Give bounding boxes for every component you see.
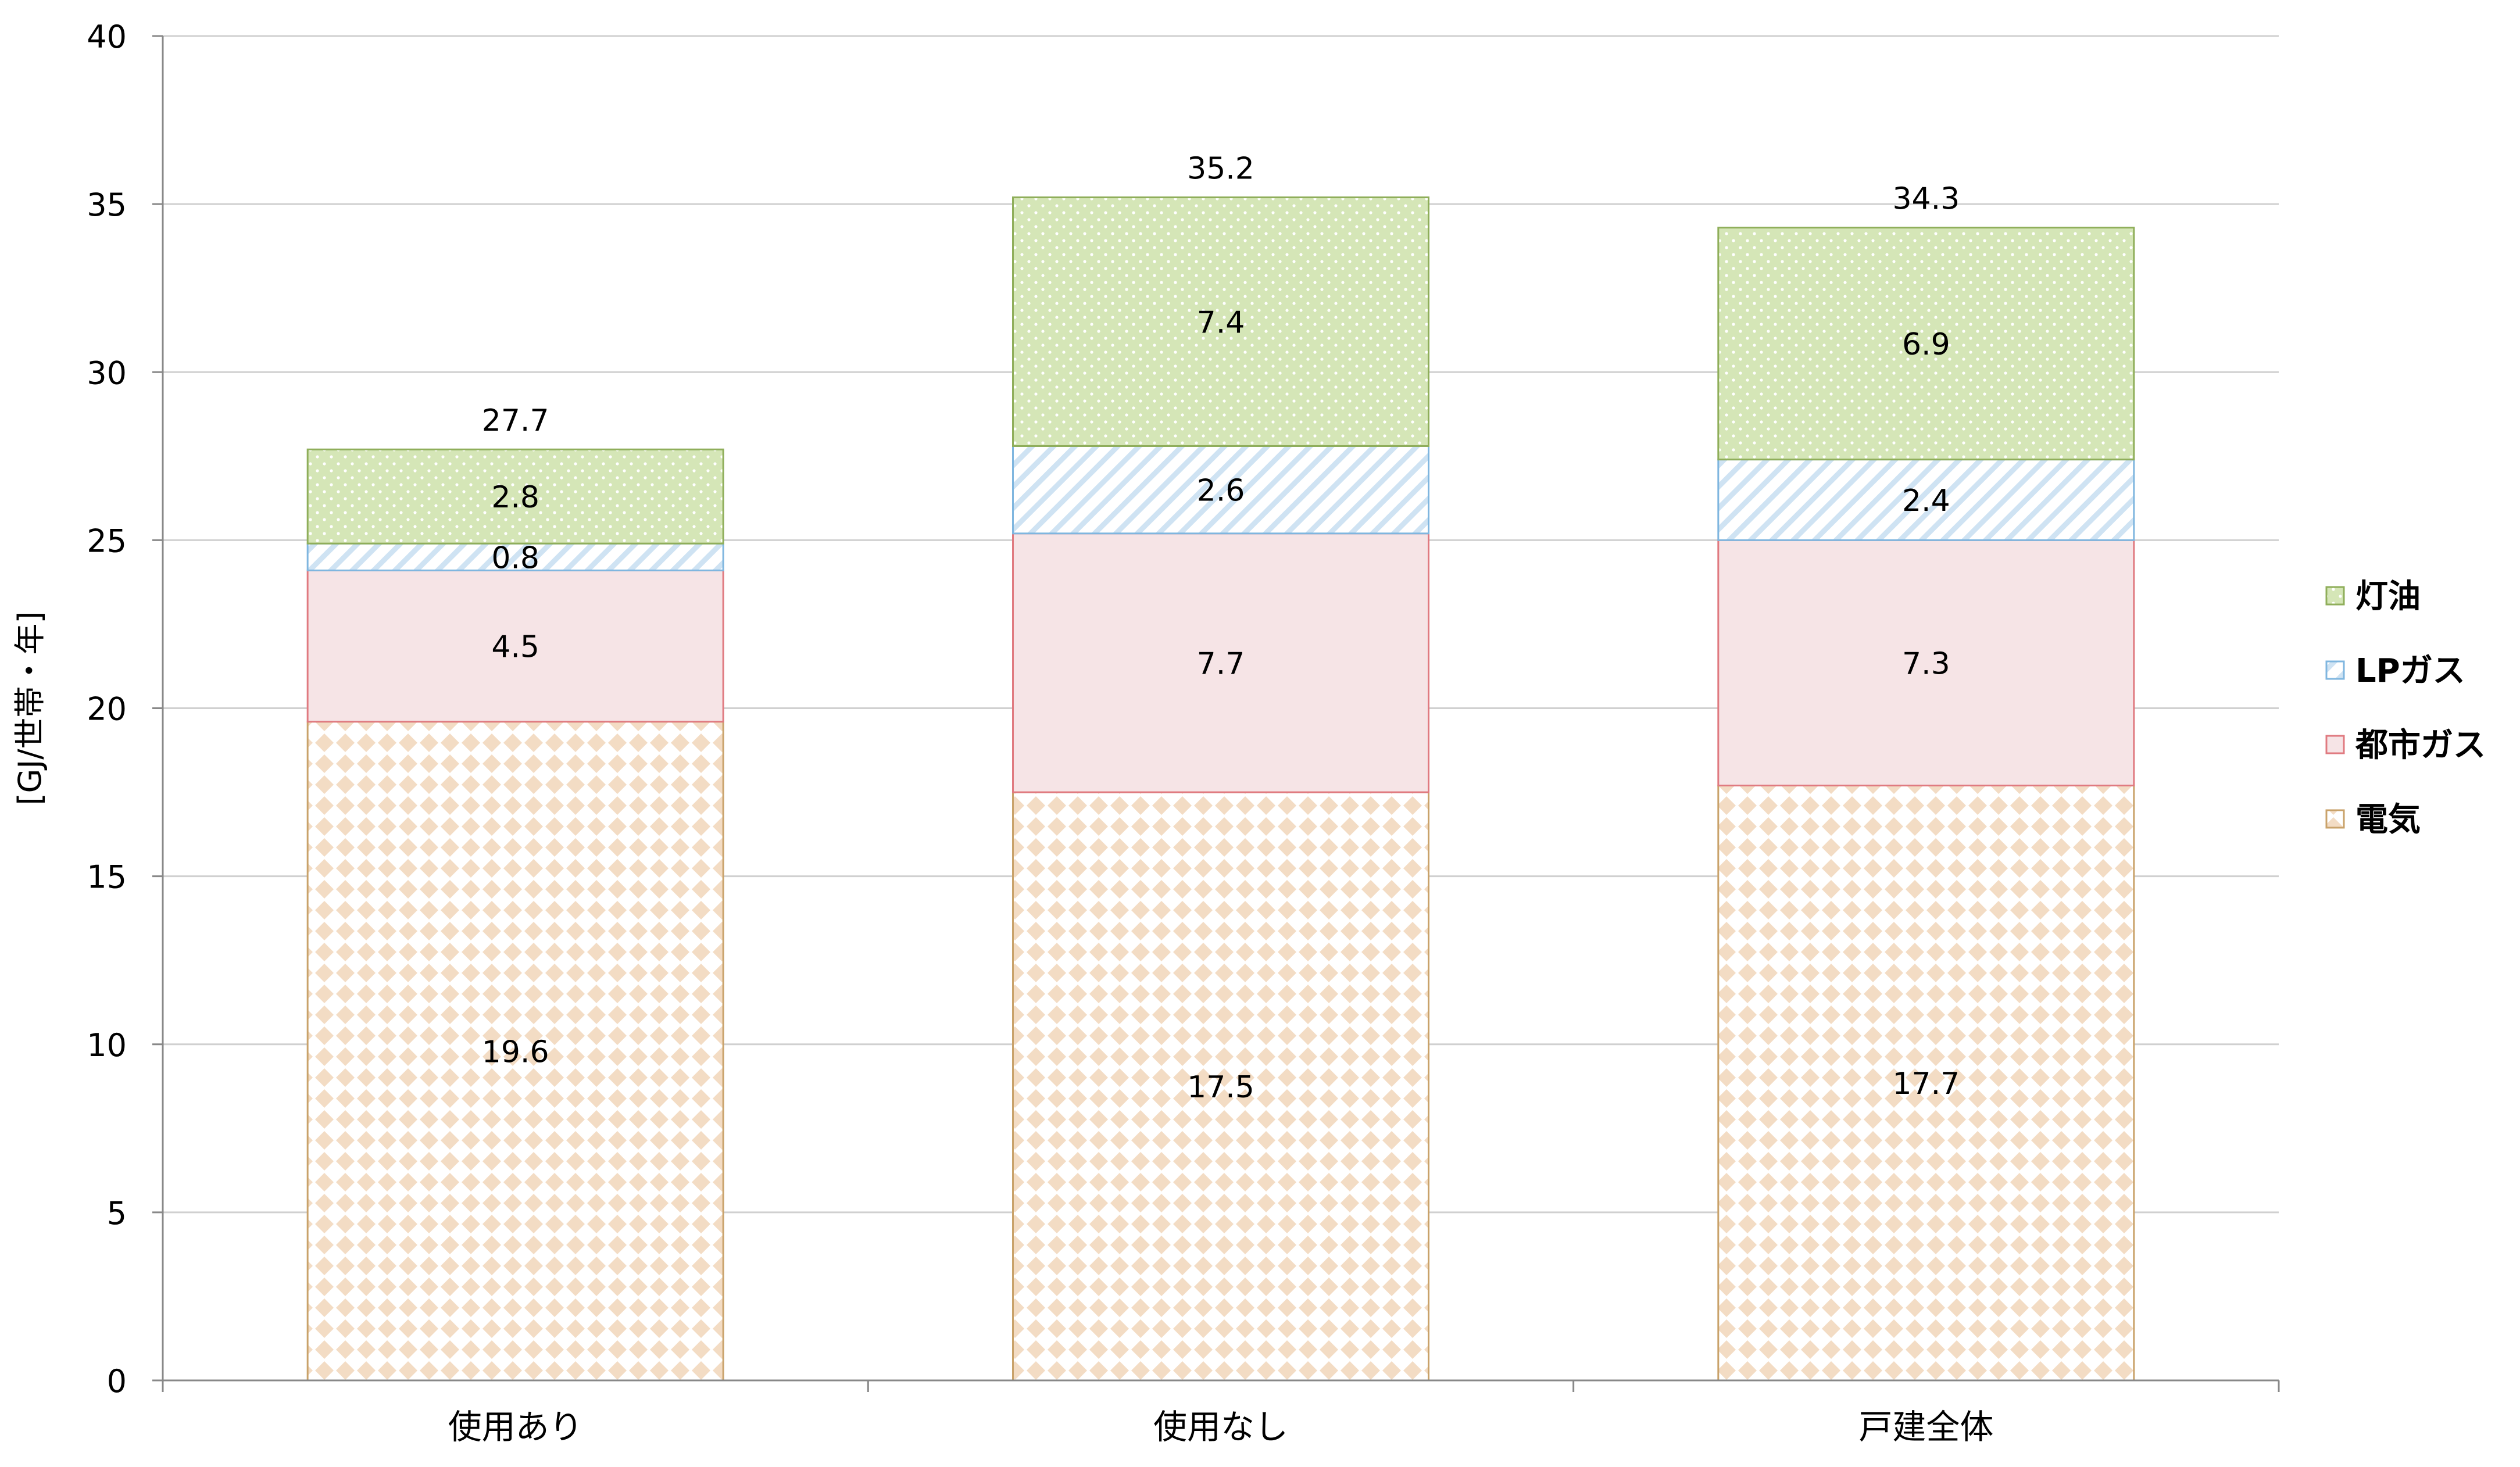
segment-value-label: 7.7 xyxy=(1197,646,1245,681)
y-tick-label: 15 xyxy=(87,859,127,896)
segment-value-label: 7.4 xyxy=(1197,306,1245,341)
legend-label: LPガス xyxy=(2355,652,2465,690)
y-axis-label: [GJ/世帯・年] xyxy=(12,611,48,805)
legend-swatch xyxy=(2325,809,2345,829)
bar-segment xyxy=(1012,791,1429,1382)
segment-value-label: 4.5 xyxy=(491,630,539,665)
legend-label: 灯油 xyxy=(2355,578,2421,616)
y-tick-label: 35 xyxy=(87,187,127,223)
y-tick-label: 30 xyxy=(87,355,127,391)
y-tick-label: 25 xyxy=(87,523,127,559)
y-tick-label: 5 xyxy=(107,1195,127,1232)
segment-value-label: 17.5 xyxy=(1187,1070,1254,1105)
total-value-label: 34.3 xyxy=(1892,182,1960,217)
bar-segment xyxy=(1012,532,1429,793)
bars xyxy=(306,196,2135,1382)
x-category-label: 使用なし xyxy=(1153,1407,1288,1447)
data-labels: 19.6 4.5 0.8 2.8 27.7 17.5 7.7 2.6 7.4 35.2 17.7 7.… xyxy=(482,152,1960,1105)
y-tick-label: 0 xyxy=(107,1363,127,1400)
segment-value-label: 19.6 xyxy=(482,1035,549,1069)
bar-segment xyxy=(306,721,724,1382)
legend-swatch xyxy=(2325,586,2345,606)
bar-segment xyxy=(306,569,724,723)
axes: 0 5 10 15 20 25 30 35 40 [GJ/世帯・年] 使用あり 使用なし 戸建全体 xyxy=(12,19,2280,1447)
y-tick-label: 40 xyxy=(87,19,127,55)
bar-segment xyxy=(1717,459,2135,541)
legend-label: 都市ガス xyxy=(2355,727,2486,764)
x-category-label: 使用あり xyxy=(448,1407,583,1447)
bar-segment xyxy=(306,448,724,545)
bar-segment xyxy=(306,542,724,571)
segment-value-label: 2.6 xyxy=(1197,474,1245,509)
legend-swatch xyxy=(2325,735,2345,754)
segment-value-label: 6.9 xyxy=(1902,327,1950,362)
legend-swatch xyxy=(2325,660,2345,680)
x-category-label: 戸建全体 xyxy=(1858,1407,1993,1447)
y-tick-label: 20 xyxy=(87,691,127,728)
bar-segment xyxy=(1012,196,1429,447)
segment-value-label: 17.7 xyxy=(1892,1067,1960,1101)
total-value-label: 35.2 xyxy=(1187,152,1254,187)
bar-segment xyxy=(1717,539,2135,786)
legend-label: 電気 xyxy=(2355,801,2421,839)
segment-value-label: 2.8 xyxy=(491,480,539,515)
total-value-label: 27.7 xyxy=(482,403,549,438)
segment-value-label: 0.8 xyxy=(491,541,539,575)
segment-value-label: 2.4 xyxy=(1902,484,1950,518)
y-tick-label: 10 xyxy=(87,1027,127,1064)
bar-segment xyxy=(1717,227,2135,461)
segment-value-label: 7.3 xyxy=(1902,646,1950,681)
